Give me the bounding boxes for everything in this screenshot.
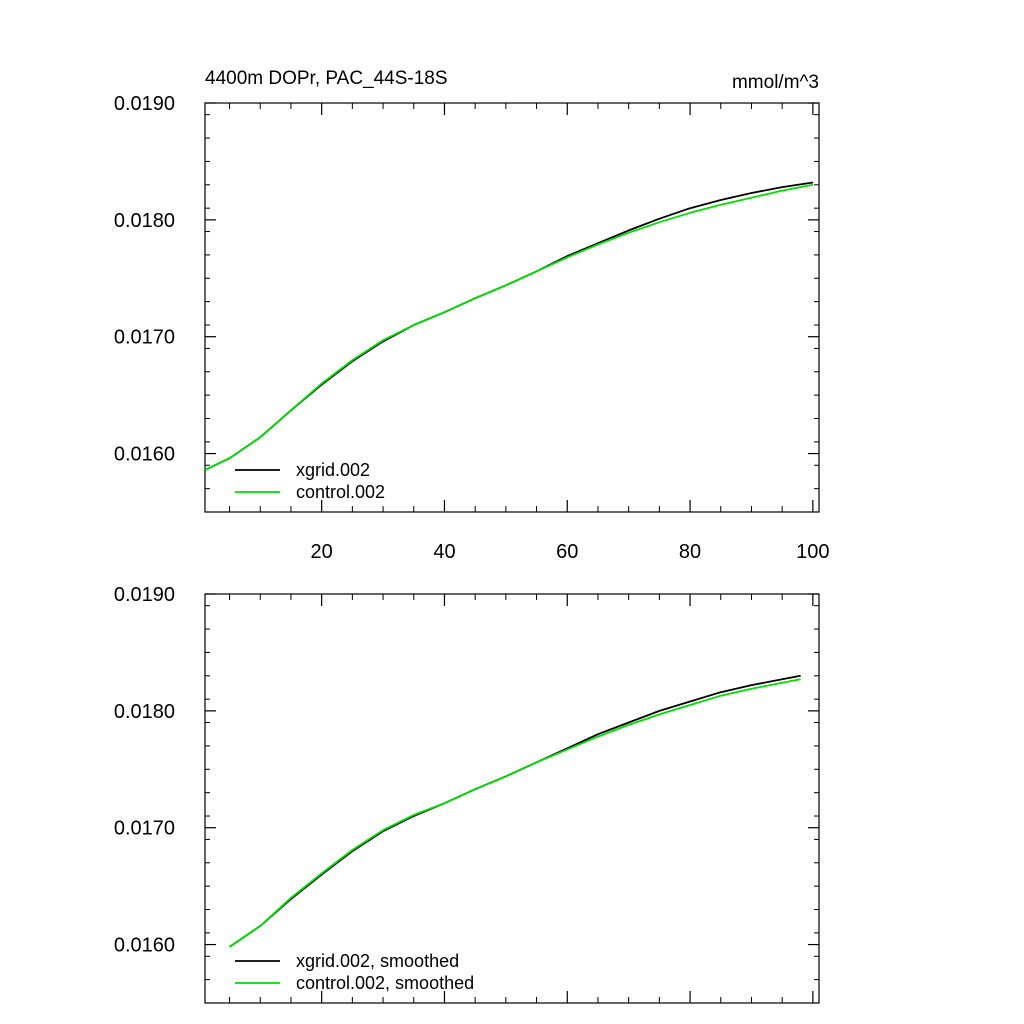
- legend-label: control.002, smoothed: [296, 973, 474, 993]
- y-tick-label: 0.0170: [114, 327, 175, 349]
- panel-2: 0.0190 0.0180 0.0170 0.0160 xgrid.002, smoot…: [114, 584, 820, 1004]
- legend-label: control.002: [296, 482, 385, 502]
- y-tick-label: 0.0180: [114, 701, 175, 723]
- series-line-xgrid: [204, 181, 814, 471]
- legend-label: xgrid.002, smoothed: [296, 951, 459, 971]
- y-tick-label: 0.0190: [114, 93, 175, 115]
- y-tick-label: 0.0180: [114, 210, 175, 232]
- x-tick-label: 20: [311, 541, 333, 563]
- units-label: mmol/m^3: [732, 72, 819, 93]
- plot-frame: [204, 593, 820, 1004]
- series-line-xgrid: [229, 674, 801, 948]
- series-line-control: [204, 183, 814, 471]
- y-tick-label: 0.0160: [114, 935, 175, 957]
- legend-label: xgrid.002: [296, 460, 370, 480]
- panel-1: 0.0190 0.0180 0.0170 0.0160 20 40 60 80 100 4400m…: [114, 68, 830, 563]
- x-tick-label: 40: [433, 541, 455, 563]
- y-tick-label: 0.0190: [114, 584, 175, 606]
- chart-title: 4400m DOPr, PAC_44S-18S: [205, 68, 448, 89]
- x-tick-label: 80: [679, 541, 701, 563]
- x-tick-label: 60: [556, 541, 578, 563]
- series-line-control: [229, 678, 801, 948]
- y-tick-label: 0.0160: [114, 444, 175, 466]
- plot-frame: [204, 102, 820, 513]
- y-tick-label: 0.0170: [114, 818, 175, 840]
- x-tick-label: 100: [796, 541, 829, 563]
